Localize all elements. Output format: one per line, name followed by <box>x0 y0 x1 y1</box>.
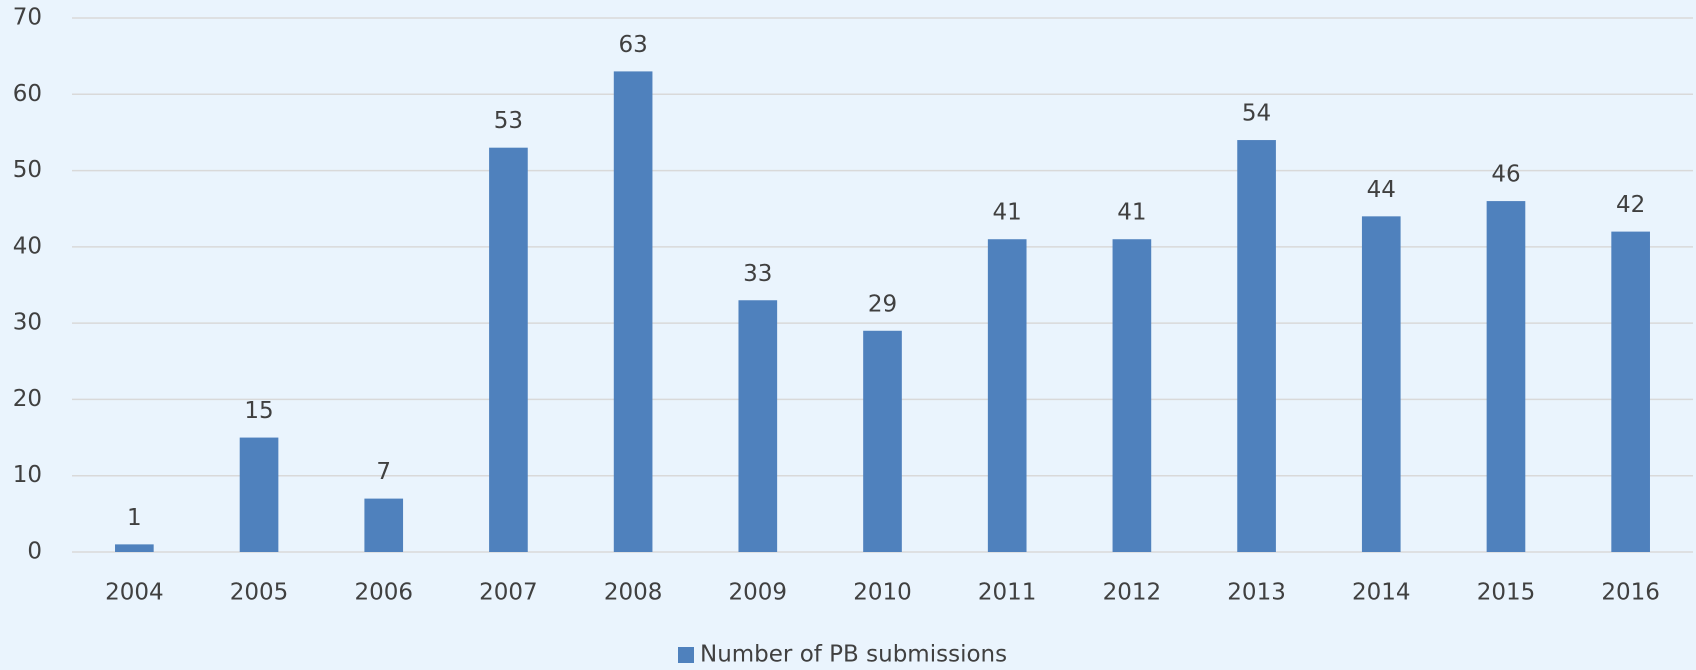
data-label: 63 <box>618 32 647 58</box>
x-tick-label: 2015 <box>1477 580 1536 606</box>
data-label: 1 <box>127 505 142 531</box>
x-tick-label: 2009 <box>729 580 788 606</box>
legend-label: Number of PB submissions <box>700 642 1007 668</box>
x-tick-label: 2014 <box>1352 580 1411 606</box>
y-tick-label: 40 <box>13 233 42 259</box>
x-tick-label: 2006 <box>354 580 413 606</box>
x-tick-label: 2008 <box>604 580 663 606</box>
bar <box>115 544 154 552</box>
x-tick-label: 2016 <box>1601 580 1660 606</box>
data-label: 41 <box>993 200 1022 226</box>
data-label: 29 <box>868 291 897 317</box>
data-label: 15 <box>244 398 273 424</box>
bar <box>364 498 404 552</box>
bar <box>1112 239 1152 552</box>
x-tick-label: 2013 <box>1227 580 1286 606</box>
x-tick-label: 2004 <box>105 580 164 606</box>
y-tick-label: 20 <box>13 386 42 412</box>
data-label: 46 <box>1491 162 1520 188</box>
y-tick-label: 0 <box>27 539 42 565</box>
y-tick-label: 70 <box>13 5 42 31</box>
data-label: 44 <box>1367 177 1396 203</box>
y-tick-label: 10 <box>13 462 42 488</box>
y-tick-label: 30 <box>13 310 42 336</box>
x-tick-label: 2012 <box>1103 580 1162 606</box>
bar <box>1611 231 1650 552</box>
data-label: 42 <box>1616 192 1645 218</box>
y-tick-label: 50 <box>13 157 42 183</box>
legend-swatch <box>678 647 694 663</box>
bar <box>1486 201 1526 553</box>
data-label: 41 <box>1117 200 1146 226</box>
bar <box>1237 140 1276 553</box>
data-label: 54 <box>1242 101 1271 127</box>
bar <box>613 71 653 553</box>
x-tick-label: 2005 <box>230 580 289 606</box>
bar <box>1361 216 1401 553</box>
bar <box>987 239 1027 552</box>
data-label: 7 <box>376 459 391 485</box>
bar <box>863 330 902 552</box>
bar <box>489 147 528 552</box>
x-tick-label: 2007 <box>479 580 538 606</box>
bar <box>738 300 778 552</box>
data-label: 53 <box>494 108 523 134</box>
bar <box>239 437 279 552</box>
x-tick-label: 2010 <box>853 580 912 606</box>
y-tick-label: 60 <box>13 81 42 107</box>
x-tick-label: 2011 <box>978 580 1037 606</box>
data-label: 33 <box>743 261 772 287</box>
